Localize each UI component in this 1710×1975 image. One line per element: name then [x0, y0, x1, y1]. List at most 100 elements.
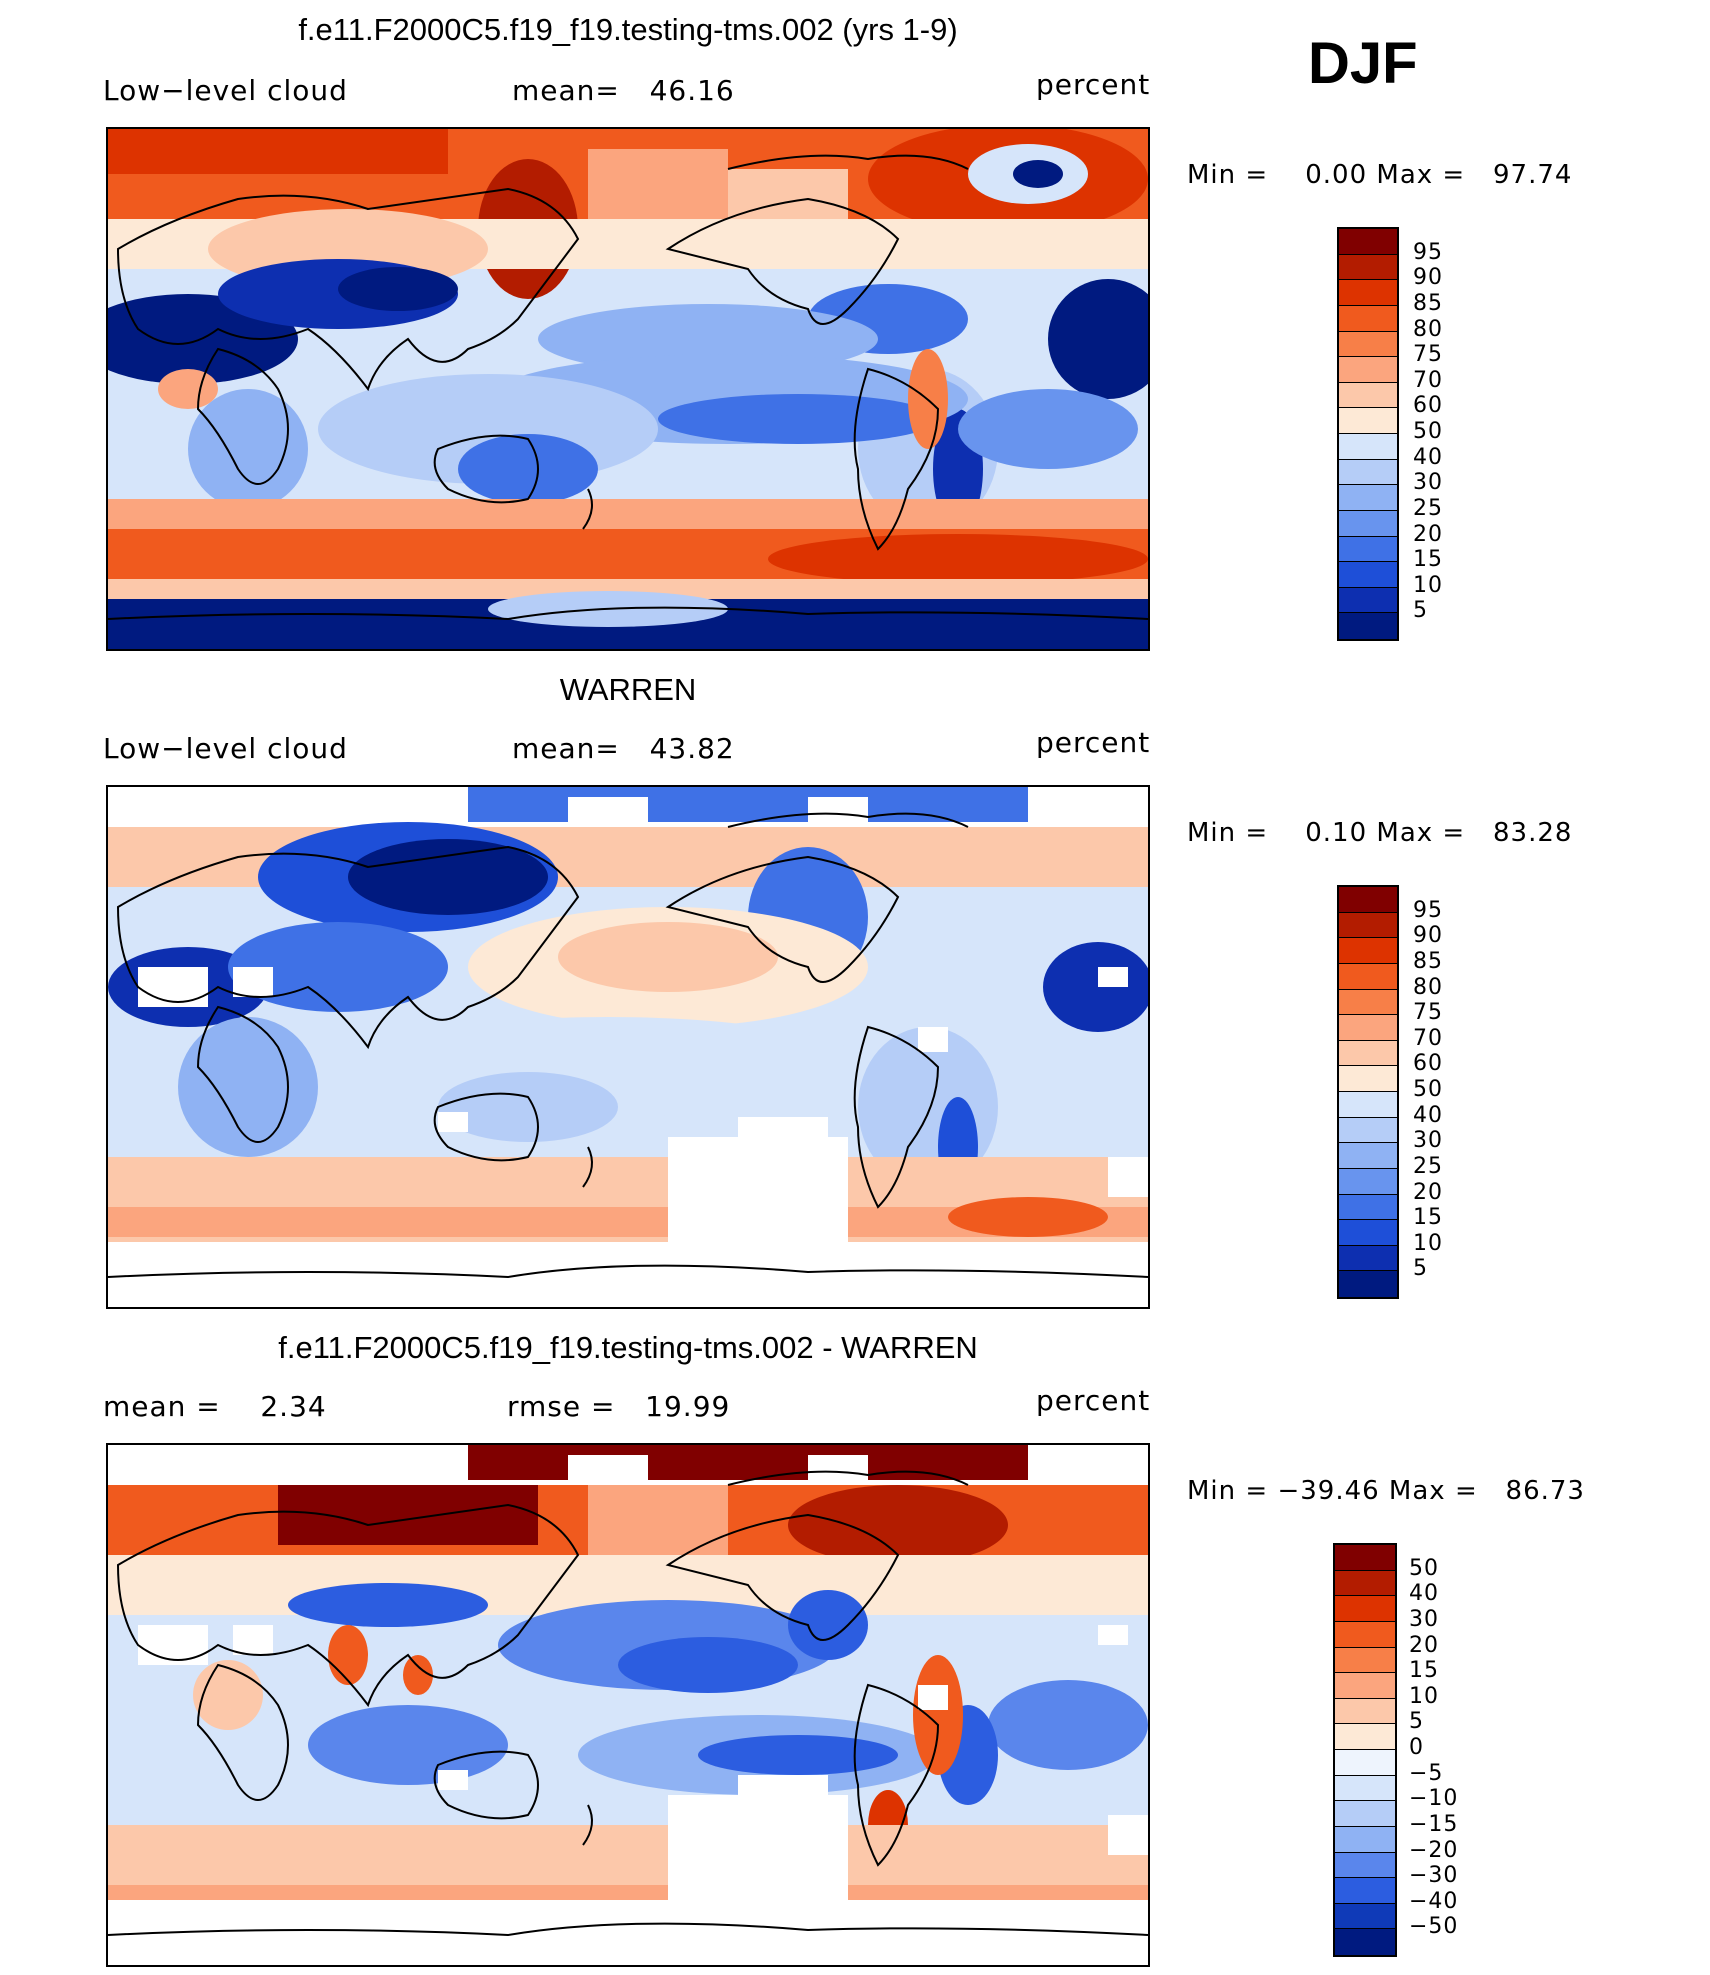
colorbar-swatch: [1339, 562, 1397, 588]
colorbar-swatch: [1339, 1015, 1397, 1041]
colorbar-tick-label: −15: [1409, 1811, 1459, 1837]
colorbar-swatch: [1339, 536, 1397, 563]
colorbar-swatch: [1339, 963, 1397, 990]
panel-3-mean-label: mean = 2.34: [103, 1390, 327, 1423]
colorbar-tick-label: −50: [1409, 1914, 1459, 1940]
colorbar-swatch: [1335, 1647, 1395, 1674]
colorbar-tick-label: 25: [1413, 1153, 1443, 1179]
world-map-difference-icon: [108, 1445, 1148, 1965]
colorbar-swatch: [1335, 1570, 1395, 1597]
colorbar-swatch: [1339, 1245, 1397, 1272]
colorbar-swatch: [1339, 459, 1397, 486]
colorbar-swatch: [1339, 305, 1397, 332]
colorbar-swatch: [1339, 382, 1397, 409]
colorbar-tick-label: 85: [1413, 948, 1443, 974]
colorbar-tick-label: 40: [1413, 1102, 1443, 1128]
colorbar-tick-label: −30: [1409, 1863, 1459, 1889]
colorbar-swatch: [1339, 1220, 1397, 1246]
colorbar-swatch: [1339, 1143, 1397, 1169]
colorbar-swatch: [1339, 912, 1397, 939]
colorbar-swatch: [1339, 485, 1397, 511]
panel-2-minmax: Min = 0.10 Max = 83.28: [1187, 818, 1573, 848]
colorbar-tick-label: 90: [1413, 923, 1443, 949]
colorbar-tick-label: 70: [1413, 367, 1443, 393]
panel-1-variable-label: Low−level cloud: [103, 74, 348, 107]
colorbar-swatch: [1335, 1724, 1395, 1750]
panel-2-title: WARREN: [559, 672, 697, 707]
colorbar-swatch: [1339, 938, 1397, 964]
colorbar-swatch: [1339, 1271, 1397, 1297]
colorbar-tick-label: 70: [1413, 1025, 1443, 1051]
colorbar-swatch: [1339, 1117, 1397, 1144]
colorbar-swatch: [1335, 1852, 1395, 1879]
colorbar-tick-label: 20: [1409, 1632, 1439, 1658]
panel-1-map: [106, 127, 1150, 651]
world-map-obs-icon: [108, 787, 1148, 1307]
colorbar-tick-label: 30: [1413, 1128, 1443, 1154]
colorbar-swatch: [1335, 1596, 1395, 1622]
colorbar-swatch: [1335, 1775, 1395, 1802]
colorbar-swatch: [1339, 1066, 1397, 1092]
colorbar-tick-label: 85: [1413, 290, 1443, 316]
colorbar-tick-label: −10: [1409, 1786, 1459, 1812]
panel-1-minmax: Min = 0.00 Max = 97.74: [1187, 160, 1573, 190]
colorbar-swatch: [1339, 434, 1397, 460]
colorbar-tick-label: 50: [1413, 1077, 1443, 1102]
colorbar-tick-label: 60: [1413, 1051, 1443, 1077]
colorbar-tick-label: 5: [1409, 1709, 1424, 1735]
colorbar-swatch: [1339, 280, 1397, 306]
colorbar-tick-label: 15: [1413, 547, 1443, 573]
colorbar-swatch: [1339, 229, 1397, 255]
colorbar-swatch: [1339, 1040, 1397, 1067]
colorbar-swatch: [1339, 989, 1397, 1016]
colorbar-swatch: [1335, 1750, 1395, 1776]
colorbar-swatch: [1339, 254, 1397, 281]
colorbar-tick-label: 20: [1413, 521, 1443, 547]
colorbar-tick-label: 50: [1409, 1555, 1439, 1581]
colorbar-swatch: [1339, 887, 1397, 913]
panel-2-colorbar: [1337, 885, 1399, 1299]
colorbar-swatch: [1339, 1092, 1397, 1118]
colorbar-swatch: [1339, 587, 1397, 614]
colorbar-tick-label: 30: [1409, 1606, 1439, 1632]
colorbar-tick-label: −40: [1409, 1888, 1459, 1914]
panel-2-mean-label: mean= 43.82: [512, 732, 735, 765]
panel-3-map: [106, 1443, 1150, 1967]
colorbar-tick-label: 75: [1413, 342, 1443, 368]
colorbar-tick-label: 10: [1413, 572, 1443, 598]
colorbar-tick-label: 60: [1413, 393, 1443, 419]
panel-3-rmse-label: rmse = 19.99: [507, 1390, 731, 1423]
season-label: DJF: [1308, 31, 1418, 96]
world-map-model-icon: [108, 129, 1148, 649]
panel-3-minmax: Min = −39.46 Max = 86.73: [1187, 1476, 1585, 1506]
colorbar-tick-label: −5: [1409, 1760, 1444, 1786]
colorbar-swatch: [1339, 1168, 1397, 1195]
colorbar-tick-label: 75: [1413, 1000, 1443, 1026]
colorbar-tick-label: 40: [1409, 1581, 1439, 1607]
colorbar-swatch: [1335, 1698, 1395, 1725]
colorbar-tick-label: 25: [1413, 495, 1443, 521]
panel-3-colorbar: [1333, 1543, 1397, 1957]
colorbar-swatch: [1339, 331, 1397, 358]
colorbar-tick-label: 80: [1413, 316, 1443, 342]
colorbar-tick-label: 15: [1413, 1205, 1443, 1231]
colorbar-tick-label: −20: [1409, 1837, 1459, 1863]
colorbar-swatch: [1339, 357, 1397, 383]
colorbar-swatch: [1335, 1673, 1395, 1699]
colorbar-tick-label: 20: [1413, 1179, 1443, 1205]
colorbar-swatch: [1335, 1545, 1395, 1571]
colorbar-swatch: [1335, 1801, 1395, 1827]
colorbar-tick-label: 15: [1409, 1658, 1439, 1684]
panel-3-title: f.e11.F2000C5.f19_f19.testing-tms.002 - …: [278, 1330, 978, 1365]
panel-2-map: [106, 785, 1150, 1309]
colorbar-tick-label: 50: [1413, 419, 1443, 444]
colorbar-swatch: [1335, 1878, 1395, 1904]
colorbar-tick-label: 40: [1413, 444, 1443, 470]
colorbar-tick-label: 80: [1413, 974, 1443, 1000]
colorbar-swatch: [1335, 1621, 1395, 1648]
panel-1-colorbar: [1337, 227, 1399, 641]
colorbar-tick-label: 95: [1413, 897, 1443, 923]
colorbar-tick-label: 10: [1413, 1230, 1443, 1256]
panel-1-units-label: percent: [1036, 68, 1151, 101]
panel-1-mean-label: mean= 46.16: [512, 74, 735, 107]
